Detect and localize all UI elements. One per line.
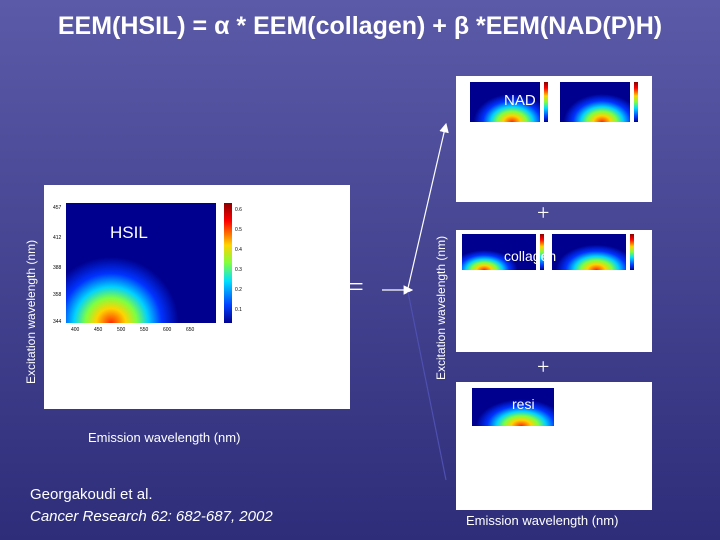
equals-sign: =	[348, 272, 364, 303]
x-tick: 650	[186, 327, 195, 333]
colorbar-tick: 0.2	[235, 287, 242, 293]
y-tick: 457	[53, 205, 62, 211]
residual-eem-panel: resi	[456, 382, 652, 510]
colorbar-tick: 0.6	[235, 207, 242, 213]
slide-title: EEM(HSIL) = α * EEM(collagen) + β *EEM(N…	[57, 12, 663, 40]
hsil-colorbar	[224, 203, 232, 323]
right-x-axis-label: Emission wavelength (nm)	[466, 513, 619, 528]
nad-eem-map	[470, 82, 540, 122]
x-tick: 600	[163, 327, 172, 333]
y-tick: 412	[53, 235, 62, 241]
hsil-eem-map	[66, 203, 216, 323]
collagen-colorbar-2	[630, 234, 634, 270]
x-tick: 400	[71, 327, 80, 333]
collagen-colorbar	[540, 234, 544, 270]
x-tick: 550	[140, 327, 149, 333]
plus-sign: +	[537, 354, 550, 379]
main-x-axis-label: Emission wavelength (nm)	[88, 430, 241, 445]
hsil-label: HSIL	[110, 223, 148, 242]
arrow-to-residual	[407, 291, 447, 481]
residual-eem-map	[472, 388, 554, 426]
reference: Georgakoudi et al. Cancer Research 62: 6…	[30, 484, 273, 528]
hsil-eem-panel: 457 412 388 358 344 400 450 500 550 600 …	[44, 185, 350, 409]
colorbar-tick: 0.4	[235, 247, 242, 253]
nad-eem-panel: NAD	[456, 76, 652, 202]
plus-sign: +	[537, 200, 550, 225]
collagen-eem-map-2	[552, 234, 626, 270]
x-tick: 450	[94, 327, 103, 333]
x-tick: 500	[117, 327, 126, 333]
y-tick: 344	[53, 319, 62, 325]
colorbar-tick: 0.5	[235, 227, 242, 233]
collagen-eem-map	[462, 234, 536, 270]
y-tick: 358	[53, 292, 62, 298]
right-y-axis-label: Excitation wavelength (nm)	[434, 235, 448, 380]
residual-label: resi	[512, 396, 535, 412]
collagen-eem-panel: collagen	[456, 230, 652, 352]
reference-journal: Cancer Research 62: 682-687, 2002	[30, 508, 273, 525]
nad-eem-map-2	[560, 82, 630, 122]
arrow-to-nad	[407, 122, 449, 289]
nad-colorbar	[544, 82, 548, 122]
reference-authors: Georgakoudi et al.	[30, 486, 153, 503]
colorbar-tick: 0.1	[235, 307, 242, 313]
y-tick: 388	[53, 265, 62, 271]
nad-colorbar-2	[634, 82, 638, 122]
colorbar-tick: 0.3	[235, 267, 242, 273]
nad-label: NAD	[504, 92, 536, 109]
collagen-label: collagen	[504, 248, 557, 264]
